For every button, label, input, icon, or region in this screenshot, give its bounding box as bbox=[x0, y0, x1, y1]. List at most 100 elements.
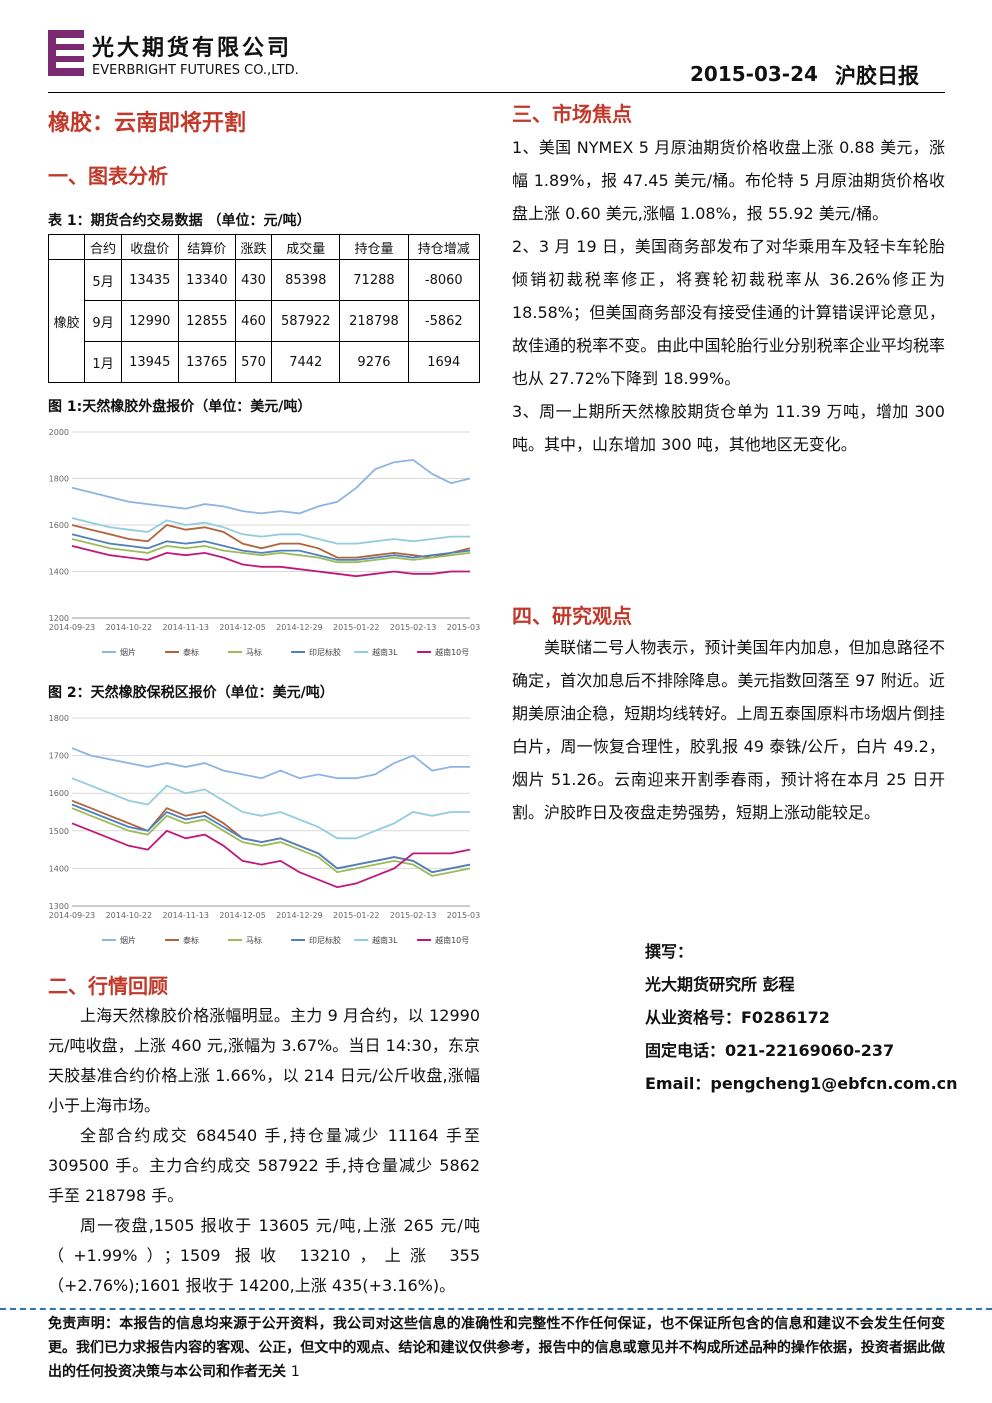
x-tick-label: 2014-12-29 bbox=[276, 623, 323, 632]
x-tick-label: 2015-01-22 bbox=[333, 623, 380, 632]
x-tick-label: 2015-01-22 bbox=[333, 911, 380, 920]
x-tick-label: 2015-03-18 bbox=[447, 911, 480, 920]
series-line bbox=[71, 807, 471, 877]
author-line: 撰写： bbox=[645, 942, 694, 961]
data-table: 合约 收盘价 结算价 涨跌 成交量 持仓量 持仓增减 橡胶 5月 13435 13340 430 8… bbox=[47, 234, 481, 383]
series-line bbox=[71, 524, 471, 559]
cell: 85398 bbox=[271, 259, 341, 301]
group-cell: 橡胶 bbox=[47, 259, 86, 383]
cell: 460 bbox=[234, 300, 273, 342]
y-tick-label: 1400 bbox=[49, 568, 69, 577]
report-name: 沪胶日报 bbox=[835, 64, 919, 88]
x-tick-label: 2014-11-13 bbox=[162, 911, 209, 920]
legend-label: 越南3L bbox=[372, 935, 398, 945]
x-tick-label: 2014-11-13 bbox=[162, 623, 209, 632]
legend-label: 印尼标胶 bbox=[309, 935, 341, 945]
y-tick-label: 1700 bbox=[49, 752, 69, 761]
th: 收盘价 bbox=[120, 234, 179, 260]
cell: 12855 bbox=[177, 300, 236, 342]
paragraph: 3、周一上期所天然橡胶期货仓单为 11.39 万吨，增加 300 吨。其中，山东… bbox=[512, 402, 945, 454]
paragraph: 全部合约成交 684540 手,持仓量减少 11164 手至 309500 手。… bbox=[48, 1126, 480, 1205]
series-line bbox=[71, 747, 470, 780]
series-line bbox=[71, 538, 471, 564]
series-line bbox=[71, 822, 471, 889]
cell: 218798 bbox=[339, 300, 409, 342]
x-tick-label: 2014-10-22 bbox=[106, 623, 153, 632]
y-tick-label: 2000 bbox=[49, 428, 69, 437]
x-tick-label: 2015-03-18 bbox=[447, 623, 480, 632]
figure-caption: 图 2：天然橡胶保税区报价（单位：美元/吨） bbox=[48, 685, 334, 701]
cell: 13340 bbox=[177, 259, 236, 301]
cell: 12990 bbox=[120, 300, 179, 342]
y-tick-label: 1800 bbox=[49, 475, 69, 484]
section-heading: 一、图表分析 bbox=[48, 164, 168, 188]
cell: 13765 bbox=[177, 341, 236, 383]
legend-label: 烟片 bbox=[120, 647, 136, 657]
paragraph: 美联储二号人物表示，预计美国年内加息，但加息路径不确定，首次加息后不排除降息。美… bbox=[512, 638, 945, 822]
series-line bbox=[71, 517, 470, 545]
th: 成交量 bbox=[271, 234, 341, 260]
legend-label: 印尼标胶 bbox=[309, 647, 341, 657]
legend-label: 越南10号 bbox=[435, 935, 469, 945]
paragraph: 1、美国 NYMEX 5 月原油期货价格收盘上涨 0.88 美元，涨幅 1.89… bbox=[512, 138, 945, 223]
series-line bbox=[71, 777, 470, 840]
y-tick-label: 1400 bbox=[49, 864, 69, 873]
th: 持仓量 bbox=[339, 234, 409, 260]
cell: 9月 bbox=[84, 300, 122, 342]
header-rule bbox=[48, 92, 945, 93]
cell: -8060 bbox=[407, 259, 481, 301]
cell: 5月 bbox=[84, 259, 122, 301]
y-tick-label: 1600 bbox=[49, 521, 69, 530]
series-line bbox=[71, 533, 471, 561]
company-cn: 光大期货有限公司 bbox=[92, 35, 293, 61]
author-line: 光大期货研究所 彭程 bbox=[645, 975, 795, 994]
cell: 430 bbox=[234, 259, 273, 301]
section-body: 上海天然橡胶价格涨幅明显。主力 9 月合约，以 12990 元/吨收盘，上涨 4… bbox=[48, 1001, 480, 1301]
paragraph: 上海天然橡胶价格涨幅明显。主力 9 月合约，以 12990 元/吨收盘，上涨 4… bbox=[48, 1006, 480, 1115]
legend-label: 烟片 bbox=[120, 935, 136, 945]
legend-label: 泰标 bbox=[183, 935, 199, 945]
y-tick-label: 1600 bbox=[49, 789, 69, 798]
series-line bbox=[71, 799, 471, 874]
author-line: Email：pengcheng1@ebfcn.com.cn bbox=[645, 1074, 958, 1093]
x-tick-label: 2015-02-13 bbox=[390, 911, 437, 920]
cell: -5862 bbox=[407, 300, 481, 342]
cell: 1694 bbox=[407, 341, 481, 383]
disclaimer: 免责声明：本报告的信息均来源于公开资料，我公司对这些信息的准确性和完整性不作任何… bbox=[48, 1312, 945, 1384]
th: 持仓增减 bbox=[407, 234, 481, 260]
section-heading: 三、市场焦点 bbox=[512, 102, 632, 126]
series-line bbox=[71, 458, 471, 515]
x-tick-label: 2015-02-13 bbox=[390, 623, 437, 632]
section-heading: 四、研究观点 bbox=[512, 604, 632, 628]
author-block: 撰写： 光大期货研究所 彭程 从业资格号：F0286172 固定电话：021-2… bbox=[645, 935, 958, 1100]
x-tick-label: 2014-12-05 bbox=[219, 911, 265, 920]
legend-label: 马标 bbox=[246, 935, 262, 945]
disclaimer-text: 免责声明：本报告的信息均来源于公开资料，我公司对这些信息的准确性和完整性不作任何… bbox=[48, 1316, 945, 1380]
cell: 71288 bbox=[339, 259, 409, 301]
legend-label: 泰标 bbox=[183, 647, 199, 657]
author-line: 从业资格号：F0286172 bbox=[645, 1008, 830, 1027]
cell: 13435 bbox=[120, 259, 179, 301]
th: 结算价 bbox=[177, 234, 236, 260]
legend-label: 马标 bbox=[246, 647, 262, 657]
section-body: 美联储二号人物表示，预计美国年内加息，但加息路径不确定，首次加息后不排除降息。美… bbox=[512, 631, 945, 829]
th: 合约 bbox=[84, 234, 122, 260]
paragraph: 周一夜盘,1505 报收于 13605 元/吨,上涨 265 元/吨（+1.99… bbox=[48, 1216, 480, 1295]
logo bbox=[48, 30, 84, 76]
doc-title: 橡胶：云南即将开割 bbox=[48, 110, 247, 136]
company-en: EVERBRIGHT FUTURES CO.,LTD. bbox=[92, 63, 299, 78]
x-tick-label: 2014-12-29 bbox=[276, 911, 323, 920]
report-date: 2015-03-24 bbox=[690, 62, 818, 86]
series-line bbox=[71, 803, 471, 874]
cell: 587922 bbox=[271, 300, 341, 342]
x-tick-label: 2014-09-23 bbox=[49, 623, 96, 632]
table-caption: 表 1：期货合约交易数据 （单位：元/吨） bbox=[48, 213, 311, 229]
y-tick-label: 1200 bbox=[49, 614, 69, 623]
author-line: 固定电话：021-22169060-237 bbox=[645, 1041, 895, 1060]
legend-label: 越南10号 bbox=[435, 647, 469, 657]
section-heading: 二、行情回顾 bbox=[48, 974, 168, 998]
x-tick-label: 2014-12-05 bbox=[219, 623, 265, 632]
cell: 13945 bbox=[120, 341, 179, 383]
cell: 570 bbox=[234, 341, 273, 383]
